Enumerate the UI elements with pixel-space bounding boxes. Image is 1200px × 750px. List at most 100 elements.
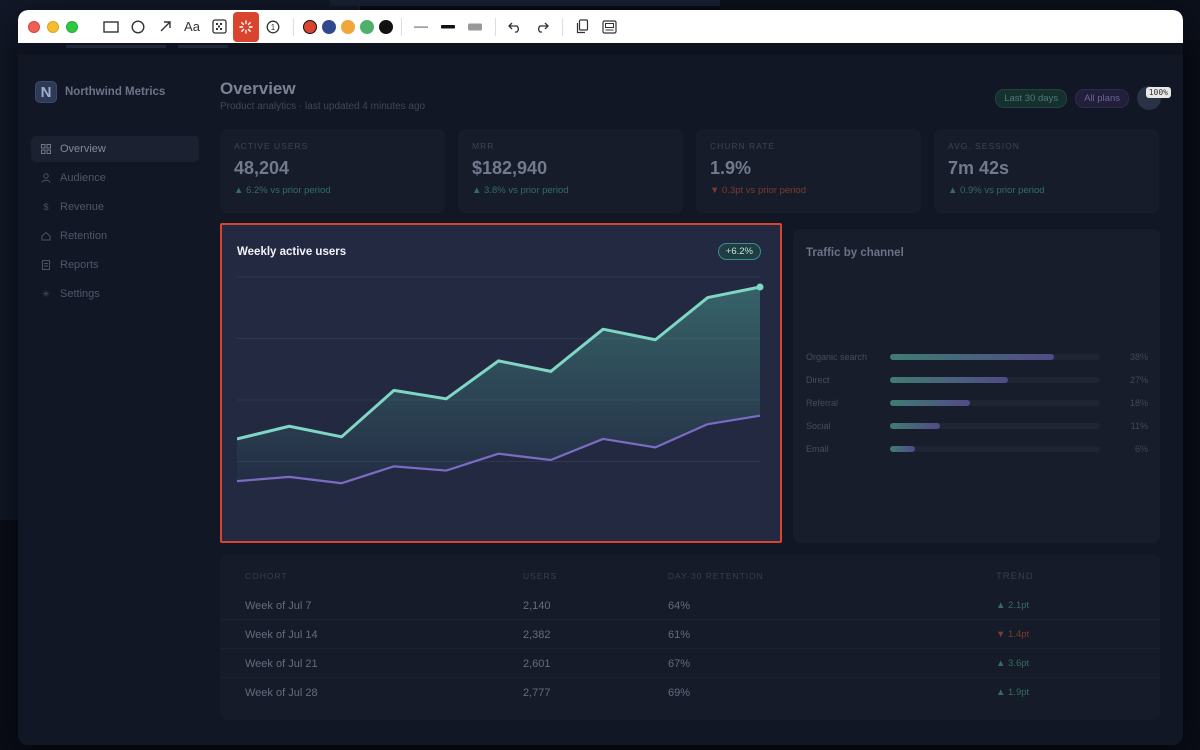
page-subtitle: Product analytics · last updated 4 minut… bbox=[220, 101, 426, 112]
spotlight-icon bbox=[239, 19, 253, 34]
dollar-icon: $ bbox=[43, 202, 49, 212]
highlighted-chart-card[interactable]: Weekly active users +6.2% bbox=[220, 223, 782, 543]
card-title: Traffic by channel bbox=[806, 247, 904, 259]
cohort-cell: Week of Jul 28 bbox=[245, 687, 318, 699]
sidebar-item-label: Audience bbox=[60, 172, 106, 184]
channel-bar bbox=[890, 353, 1054, 360]
channel-percent: 27% bbox=[1129, 374, 1148, 385]
sidebar-item-label: Retention bbox=[60, 230, 108, 242]
arrow-tool-button[interactable] bbox=[152, 14, 178, 40]
redo-button[interactable] bbox=[529, 14, 555, 40]
app-title-bar bbox=[18, 43, 1183, 55]
kpi-label: ACTIVE USERS bbox=[234, 141, 309, 151]
stroke-medium-button[interactable] bbox=[435, 14, 461, 40]
traffic-by-channel-card: Traffic by channel Organic search 38% Di… bbox=[793, 229, 1160, 543]
cohort-cell: Week of Jul 14 bbox=[245, 629, 318, 641]
chart-title: Weekly active users bbox=[237, 246, 347, 258]
kpi-delta: ▲ 3.8% vs prior period bbox=[472, 185, 569, 196]
channel-row: Social 11% bbox=[806, 414, 1148, 437]
brand: N Northwind Metrics bbox=[35, 81, 165, 103]
sidebar-item-settings[interactable]: ✳ Settings bbox=[31, 281, 199, 307]
undo-button[interactable] bbox=[502, 14, 528, 40]
table-row[interactable]: Week of Jul 14 2,382 61% ▼ 1.4pt bbox=[220, 620, 1160, 649]
sidebar-item-revenue[interactable]: $ Revenue bbox=[31, 194, 199, 220]
channel-percent: 11% bbox=[1130, 420, 1148, 431]
stroke-thick-button[interactable] bbox=[462, 14, 488, 40]
header-actions: Last 30 days All plans bbox=[995, 86, 1161, 110]
ellipse-tool-button[interactable] bbox=[125, 14, 151, 40]
color-swatch-red[interactable] bbox=[302, 19, 317, 34]
trend-cell: ▲ 1.9pt bbox=[996, 687, 1030, 698]
color-swatch-black[interactable] bbox=[378, 19, 393, 34]
table-row[interactable]: Week of Jul 7 2,140 64% ▲ 2.1pt bbox=[220, 591, 1160, 620]
close-window-button[interactable] bbox=[28, 20, 40, 33]
numbered-step-icon: 1 bbox=[266, 20, 280, 33]
color-swatch-orange[interactable] bbox=[340, 19, 355, 34]
channel-name: Social bbox=[806, 420, 831, 431]
users-cell: 2,140 bbox=[523, 600, 551, 612]
chart-change-badge: +6.2% bbox=[717, 243, 761, 260]
background-window-strip bbox=[330, 0, 720, 6]
screenshot-canvas: N Northwind Metrics Overview Audience bbox=[18, 43, 1183, 745]
redo-icon bbox=[538, 22, 549, 33]
retention-icon bbox=[41, 231, 51, 241]
channel-list: Organic search 38% Direct 27% Referral 1… bbox=[806, 345, 1148, 460]
channel-bar bbox=[890, 376, 1008, 383]
highlight-tool-button[interactable] bbox=[233, 11, 259, 42]
svg-text:1: 1 bbox=[271, 23, 276, 32]
toolbar-separator bbox=[495, 17, 496, 36]
channel-percent: 38% bbox=[1129, 351, 1148, 362]
toolbar-separator bbox=[401, 17, 402, 36]
plan-filter-pill[interactable]: All plans bbox=[1075, 88, 1129, 108]
column-header-users: USERS bbox=[523, 571, 558, 581]
undo-icon bbox=[508, 22, 519, 33]
sidebar-item-label: Revenue bbox=[60, 201, 105, 213]
save-image-button[interactable] bbox=[596, 14, 622, 40]
kpi-card-mrr: MRR $182,940 ▲ 3.8% vs prior period bbox=[458, 129, 683, 213]
sidebar-item-retention[interactable]: Retention bbox=[31, 223, 199, 249]
color-swatch-blue[interactable] bbox=[321, 19, 336, 34]
stroke-thin-button[interactable] bbox=[408, 14, 434, 40]
retention-cell: 67% bbox=[668, 658, 691, 670]
kpi-card-churn-rate: CHURN RATE 1.9% ▼ 0.3pt vs prior period bbox=[696, 129, 921, 213]
date-range-pill[interactable]: Last 30 days bbox=[995, 88, 1068, 108]
sidebar-item-label: Reports bbox=[60, 259, 99, 271]
channel-bar bbox=[890, 445, 916, 452]
image-icon bbox=[601, 19, 617, 34]
kpi-row: ACTIVE USERS 48,204 ▲ 6.2% vs prior peri… bbox=[220, 129, 1159, 213]
arrow-icon bbox=[160, 21, 171, 32]
table-row[interactable]: Week of Jul 21 2,601 67% ▲ 3.6pt bbox=[220, 649, 1160, 678]
users-cell: 2,777 bbox=[523, 687, 551, 699]
gear-icon: ✳ bbox=[42, 288, 50, 299]
kpi-card-avg-session: AVG. SESSION 7m 42s ▲ 0.9% vs prior peri… bbox=[934, 129, 1159, 213]
channel-name: Email bbox=[806, 443, 829, 454]
color-swatch-green[interactable] bbox=[359, 19, 374, 34]
table-row[interactable]: Week of Jul 28 2,777 69% ▲ 1.9pt bbox=[220, 678, 1160, 707]
sidebar-item-audience[interactable]: Audience bbox=[31, 165, 199, 191]
kpi-value: 1.9% bbox=[710, 158, 752, 178]
channel-bar-track bbox=[890, 445, 1100, 452]
text-tool-button[interactable]: Aa bbox=[179, 14, 205, 40]
sidebar-item-label: Settings bbox=[60, 288, 100, 300]
channel-bar-track bbox=[890, 376, 1100, 383]
brand-logo: N bbox=[35, 81, 57, 103]
channel-percent: 18% bbox=[1129, 397, 1148, 408]
thick-stroke-icon bbox=[468, 23, 482, 30]
counter-tool-button[interactable]: 1 bbox=[260, 14, 286, 40]
sidebar-nav: Overview Audience $ Revenue Retentio bbox=[31, 136, 199, 310]
pixelate-tool-button[interactable] bbox=[206, 14, 232, 40]
rectangle-tool-button[interactable] bbox=[98, 14, 124, 40]
column-header-retention: DAY-30 RETENTION bbox=[668, 571, 764, 581]
users-cell: 2,601 bbox=[523, 658, 551, 670]
channel-name: Direct bbox=[806, 374, 830, 385]
sidebar-item-reports[interactable]: Reports bbox=[31, 252, 199, 278]
maximize-window-button[interactable] bbox=[66, 20, 78, 33]
weekly-active-users-chart bbox=[237, 276, 764, 485]
minimize-window-button[interactable] bbox=[47, 20, 59, 33]
copy-button[interactable] bbox=[569, 14, 595, 40]
trend-cell: ▲ 3.6pt bbox=[996, 658, 1030, 669]
retention-cell: 69% bbox=[668, 687, 691, 699]
channel-bar-track bbox=[890, 422, 1100, 429]
sidebar-item-overview[interactable]: Overview bbox=[31, 136, 199, 162]
copy-icon bbox=[576, 19, 588, 34]
